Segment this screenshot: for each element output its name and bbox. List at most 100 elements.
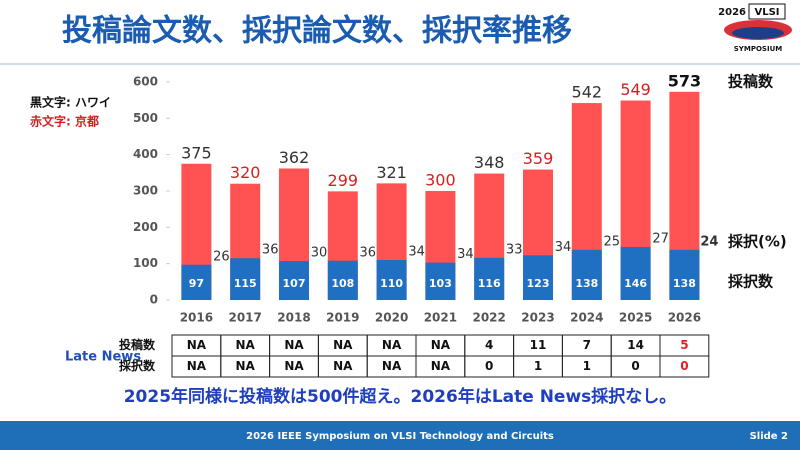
value-label: 108 [331, 277, 354, 290]
bar-accepted [523, 255, 553, 300]
rate-label: 25 [604, 234, 621, 249]
y-tick-label: 600 [133, 75, 158, 89]
footer-text: 2026 IEEE Symposium on VLSI Technology a… [246, 431, 554, 442]
table-value: 5 [680, 338, 688, 352]
value-label: 362 [279, 148, 310, 167]
summary: 2025年同様に投稿数は500件超え。2026年はLate News採択なし。 [124, 386, 677, 407]
table-value: NA [236, 338, 256, 352]
rate-label: 27 [652, 231, 669, 246]
row-label: 採択数 [119, 358, 156, 373]
rate-label: 34 [408, 245, 425, 260]
bar-accepted [279, 261, 309, 300]
table-value: NA [187, 338, 207, 352]
y-tick-label: 100 [133, 256, 158, 270]
legend-label: 採択(%) [728, 233, 787, 251]
table-value: 11 [530, 338, 547, 352]
x-tick-label: 2016 [180, 311, 213, 325]
logo-name: VLSI [754, 7, 779, 18]
logo-box [748, 3, 786, 20]
value-label: 542 [572, 83, 603, 102]
value-label: 116 [478, 277, 501, 290]
chart: 0100200300400500600201637597262017320115… [119, 71, 787, 378]
table-value: NA [382, 338, 402, 352]
row-label: 投稿数 [119, 337, 156, 352]
table-value: NA [431, 338, 451, 352]
bar-accepted [571, 249, 602, 300]
value-label: 573 [668, 71, 701, 90]
y-tick-label: 0 [150, 293, 158, 307]
value-label: 320 [230, 163, 261, 182]
x-tick-label: 2025 [619, 311, 652, 325]
y-tick-label: 400 [133, 147, 158, 161]
slide-number: Slide 2 [750, 431, 788, 442]
value-label: 300 [425, 171, 456, 190]
rate-label: 34 [555, 240, 572, 255]
bar-accepted [425, 262, 456, 300]
x-tick-label: 2021 [424, 311, 457, 325]
table-value: 1 [583, 359, 591, 373]
logo-globe-inner [732, 27, 784, 39]
table-value: NA [333, 338, 353, 352]
table-value: NA [431, 359, 451, 373]
table-cell [659, 355, 710, 378]
rate-label: 34 [457, 247, 474, 262]
bar-accepted [376, 260, 407, 300]
table-value: 14 [627, 338, 644, 352]
note: 黒文字: ハワイ [30, 95, 111, 110]
x-tick-label: 2024 [570, 311, 603, 325]
value-label: 115 [234, 277, 257, 290]
logo-sub: SYMPOSIUM [734, 45, 782, 53]
value-label: 138 [673, 277, 696, 290]
x-tick-label: 2019 [326, 311, 359, 325]
legend-label: 投稿数 [728, 73, 774, 91]
slide-title: 投稿論文数、採択論文数、採択率推移 [62, 14, 572, 49]
rate-label: 30 [311, 246, 328, 261]
table-value: 4 [485, 338, 493, 352]
value-label: 97 [189, 277, 204, 290]
footer-bar [0, 421, 800, 450]
rate-label: 36 [262, 243, 279, 258]
table-value: NA [236, 359, 256, 373]
table-value: 1 [534, 359, 542, 373]
value-label: 348 [474, 153, 505, 172]
table-value: 0 [631, 359, 639, 373]
value-label: 110 [380, 277, 403, 290]
value-label: 107 [283, 277, 306, 290]
y-tick-label: 200 [133, 220, 158, 234]
table-value: NA [284, 338, 304, 352]
table-value: 7 [583, 338, 591, 352]
x-tick-label: 2023 [521, 311, 554, 325]
note: 赤文字: 京都 [30, 114, 99, 129]
value-label: 138 [575, 277, 598, 290]
value-label: 375 [181, 143, 212, 162]
bar-accepted [181, 264, 212, 300]
y-tick-label: 300 [133, 184, 158, 198]
logo: 2026 VLSI SYMPOSIUM [718, 3, 792, 53]
table-value: NA [333, 359, 353, 373]
table-value: NA [284, 359, 304, 373]
table-value: 0 [485, 359, 493, 373]
table-value: NA [187, 359, 207, 373]
table-value: NA [382, 359, 402, 373]
rate-label: 33 [506, 242, 523, 257]
y-tick-label: 500 [133, 111, 158, 125]
x-tick-label: 2017 [228, 311, 261, 325]
value-label: 146 [624, 277, 647, 290]
table-value: 0 [680, 359, 688, 373]
value-label: 103 [429, 277, 452, 290]
bar-accepted [230, 258, 261, 300]
x-tick-label: 2026 [668, 311, 701, 325]
value-label: 299 [328, 171, 359, 190]
x-tick-label: 2020 [375, 311, 408, 325]
bar-accepted [474, 257, 505, 300]
rate-label: 26 [213, 249, 230, 264]
bar-accepted [669, 249, 700, 300]
logo-year: 2026 [718, 7, 746, 18]
x-tick-label: 2018 [277, 311, 310, 325]
value-label: 321 [376, 163, 407, 182]
bar-accepted [327, 260, 358, 300]
rate-label: 36 [360, 245, 377, 260]
x-tick-label: 2022 [472, 311, 505, 325]
value-label: 123 [527, 277, 550, 290]
